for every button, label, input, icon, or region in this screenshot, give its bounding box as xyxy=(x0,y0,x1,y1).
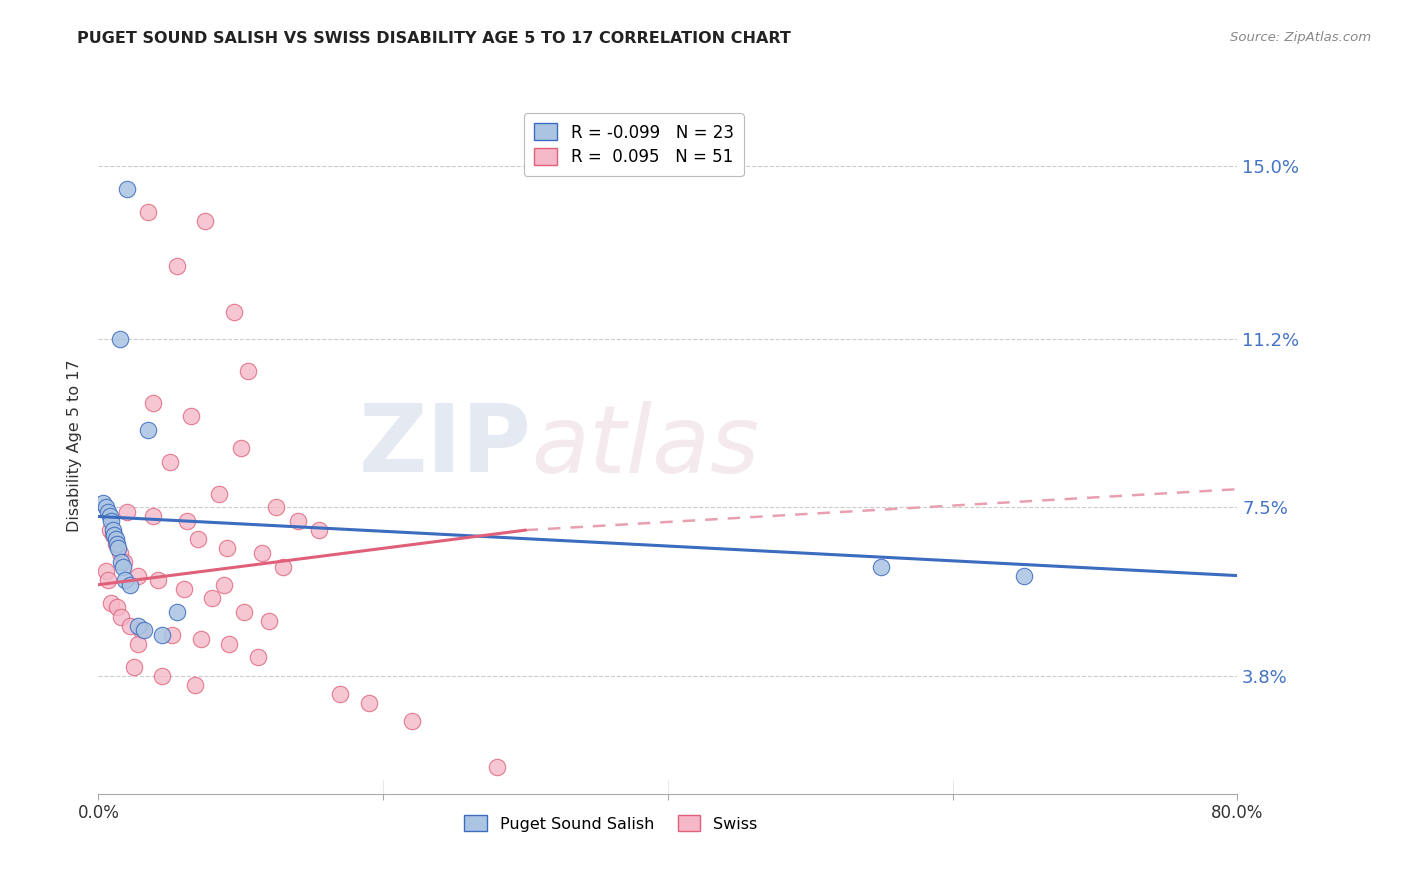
Point xyxy=(136,204,159,219)
Point xyxy=(98,509,121,524)
Point xyxy=(100,514,122,528)
Point xyxy=(208,487,231,501)
Point xyxy=(110,555,132,569)
Point xyxy=(104,533,127,547)
Point xyxy=(1012,568,1035,582)
Point xyxy=(107,541,129,556)
Point xyxy=(166,605,188,619)
Point xyxy=(176,514,198,528)
Point xyxy=(105,537,128,551)
Point xyxy=(194,214,217,228)
Point xyxy=(127,568,149,582)
Point xyxy=(101,523,124,537)
Text: atlas: atlas xyxy=(531,401,759,491)
Point xyxy=(127,637,149,651)
Point xyxy=(103,527,125,541)
Point xyxy=(180,409,202,424)
Point xyxy=(97,573,120,587)
Point xyxy=(187,533,209,547)
Point xyxy=(141,396,163,410)
Point xyxy=(152,628,174,642)
Point xyxy=(141,509,163,524)
Point xyxy=(190,632,212,647)
Text: ZIP: ZIP xyxy=(359,400,531,492)
Point xyxy=(136,423,159,437)
Point xyxy=(111,559,134,574)
Point xyxy=(127,618,149,632)
Point xyxy=(101,527,124,541)
Point xyxy=(308,523,330,537)
Point xyxy=(329,687,352,701)
Text: Source: ZipAtlas.com: Source: ZipAtlas.com xyxy=(1230,31,1371,45)
Point xyxy=(229,442,252,456)
Point xyxy=(122,659,145,673)
Point xyxy=(273,559,295,574)
Point xyxy=(870,559,893,574)
Point xyxy=(108,332,131,346)
Point xyxy=(132,623,155,637)
Point xyxy=(114,573,136,587)
Point xyxy=(201,591,224,606)
Point xyxy=(246,650,269,665)
Point xyxy=(357,696,380,710)
Point xyxy=(236,364,259,378)
Point xyxy=(259,614,281,628)
Point xyxy=(184,678,207,692)
Point xyxy=(112,555,135,569)
Point xyxy=(110,609,132,624)
Point xyxy=(250,546,273,560)
Point xyxy=(287,514,309,528)
Point xyxy=(218,637,240,651)
Point xyxy=(91,496,114,510)
Point xyxy=(215,541,238,556)
Y-axis label: Disability Age 5 to 17: Disability Age 5 to 17 xyxy=(66,359,82,533)
Point xyxy=(94,564,117,578)
Point xyxy=(401,714,423,728)
Point xyxy=(98,523,121,537)
Point xyxy=(105,600,128,615)
Point xyxy=(222,305,245,319)
Point xyxy=(118,618,141,632)
Point xyxy=(115,182,138,196)
Point xyxy=(266,500,288,515)
Point xyxy=(162,628,184,642)
Point xyxy=(232,605,254,619)
Point xyxy=(94,500,117,515)
Point xyxy=(108,546,131,560)
Point xyxy=(100,596,122,610)
Point xyxy=(104,537,127,551)
Point xyxy=(173,582,195,597)
Point xyxy=(159,455,181,469)
Point xyxy=(97,505,120,519)
Point xyxy=(129,623,152,637)
Point xyxy=(486,759,509,773)
Point xyxy=(166,260,188,274)
Point xyxy=(152,668,174,682)
Point xyxy=(148,573,170,587)
Text: PUGET SOUND SALISH VS SWISS DISABILITY AGE 5 TO 17 CORRELATION CHART: PUGET SOUND SALISH VS SWISS DISABILITY A… xyxy=(77,31,792,46)
Point xyxy=(118,577,141,591)
Point xyxy=(212,577,235,591)
Point xyxy=(115,505,138,519)
Legend: Puget Sound Salish, Swiss: Puget Sound Salish, Swiss xyxy=(458,809,763,838)
